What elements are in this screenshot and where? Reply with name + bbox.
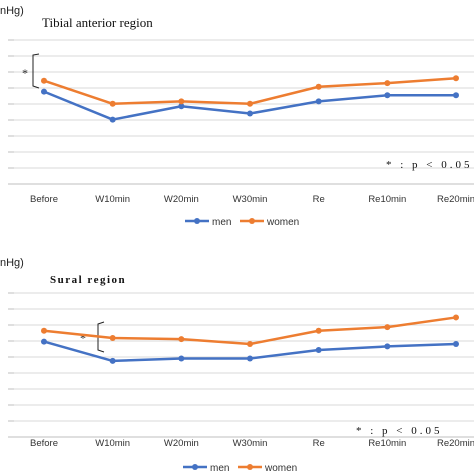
significance-marker: * <box>22 66 28 80</box>
data-point-men <box>453 92 459 99</box>
x-tick-label: W10min <box>95 194 130 205</box>
data-point-men <box>178 355 185 362</box>
series-line-women <box>43 316 457 346</box>
data-point-women <box>315 327 322 334</box>
data-point-women <box>315 83 322 90</box>
x-tick-label: Re10min <box>368 194 406 205</box>
legend-label-women: women <box>266 217 299 228</box>
legend: men women <box>183 463 297 474</box>
data-point-women <box>247 341 253 348</box>
legend-marker-men <box>192 464 198 470</box>
data-point-men <box>384 343 391 350</box>
data-point-women <box>41 77 47 84</box>
data-point-women <box>384 80 391 87</box>
x-tick-labels: Before W10min W20min W30min Re Re10min Re20min <box>30 438 474 449</box>
legend-marker-women <box>249 218 255 224</box>
y-unit-label: nHg) <box>0 5 24 17</box>
legend-label-men: men <box>212 217 231 228</box>
chart-title: Tibial anterior region <box>42 15 153 30</box>
data-point-women <box>247 100 253 107</box>
gridlines <box>8 292 474 438</box>
x-tick-label: Re10min <box>368 438 406 449</box>
legend-marker-men <box>194 218 200 224</box>
data-point-women <box>178 98 185 105</box>
x-tick-label: W20min <box>164 194 199 205</box>
data-point-men <box>178 103 185 110</box>
series-line-women <box>43 77 457 106</box>
significance-marker: * <box>80 331 86 345</box>
data-point-men <box>41 338 47 345</box>
x-tick-label: Re <box>313 438 325 449</box>
legend-marker-women <box>247 464 253 470</box>
data-point-men <box>247 110 253 117</box>
legend-label-men: men <box>210 463 229 474</box>
data-point-men <box>109 357 116 364</box>
chart-title: Sural region <box>50 274 126 286</box>
x-tick-label: Re20min <box>437 438 474 449</box>
x-tick-label: W20min <box>164 438 199 449</box>
data-point-women <box>453 75 459 82</box>
significance-note: * : p < 0.05 <box>386 159 473 171</box>
data-point-men <box>41 88 47 95</box>
data-point-men <box>315 347 322 354</box>
significance-bracket <box>32 53 40 89</box>
gridlines <box>8 39 474 185</box>
y-unit-label: nHg) <box>0 257 24 269</box>
series-layer <box>41 314 459 364</box>
legend: men women <box>185 217 299 228</box>
data-point-women <box>453 314 459 321</box>
chart-panel-sural: nHg) Sural region * Before W10min W20min W3… <box>0 257 474 474</box>
data-point-women <box>109 100 116 107</box>
data-point-women <box>41 327 47 334</box>
chart-panel-tibial-anterior: nHg) Tibial anterior region * Before W10m… <box>0 5 474 228</box>
x-tick-label: W30min <box>233 194 268 205</box>
data-point-women <box>384 324 391 331</box>
legend-label-women: women <box>264 463 297 474</box>
data-point-men <box>384 92 391 99</box>
x-tick-label: W10min <box>95 438 130 449</box>
data-point-men <box>453 341 459 348</box>
x-tick-labels: Before W10min W20min W30min Re Re10min Re20min <box>30 194 474 205</box>
data-point-men <box>315 98 322 105</box>
data-point-women <box>178 336 185 343</box>
significance-note: * : p < 0.05 <box>356 425 443 437</box>
series-layer <box>41 75 459 123</box>
x-tick-label: Re20min <box>437 194 474 205</box>
x-tick-label: Before <box>30 194 58 205</box>
x-tick-label: Before <box>30 438 58 449</box>
data-point-men <box>247 355 253 362</box>
x-tick-label: W30min <box>233 438 268 449</box>
data-point-women <box>109 334 116 341</box>
x-tick-label: Re <box>313 194 325 205</box>
data-point-men <box>109 116 116 123</box>
